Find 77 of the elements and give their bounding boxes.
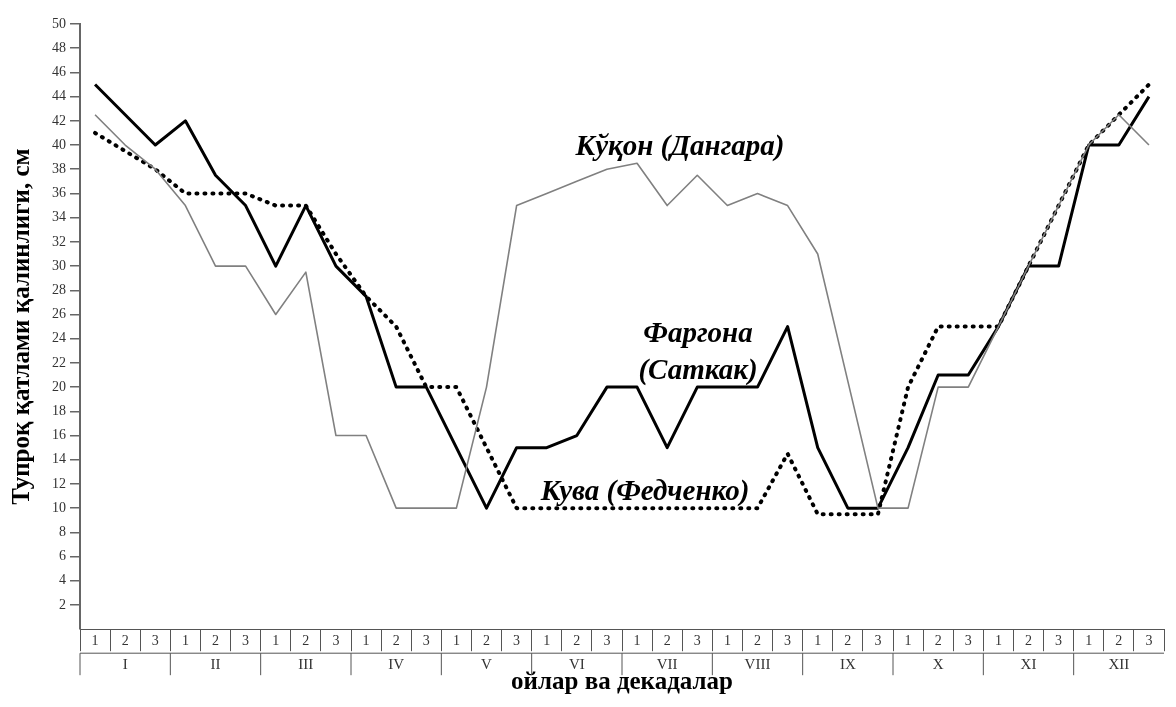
y-tick-label: 6 (59, 548, 66, 564)
x-tick-label: 1 (452, 633, 460, 649)
text: X (932, 656, 944, 673)
x-tick-label: 2 (934, 633, 942, 649)
y-axis-title: Тупроқ қатлами қалинлиги, см (7, 148, 35, 505)
text: I (122, 656, 128, 673)
y-tick-label: 28 (52, 281, 66, 297)
x-tick-label: 3 (964, 633, 972, 649)
x-tick-label: 3 (242, 633, 250, 649)
x-tick-label: 2 (754, 633, 761, 649)
text: VII (656, 656, 678, 673)
x-tick-label: 3 (603, 633, 611, 649)
x-tick-label: 3 (422, 633, 430, 649)
text: IV (388, 656, 405, 673)
y-tick-label: 50 (52, 15, 66, 31)
x-tick-label: 3 (874, 633, 882, 649)
y-tick-label: 24 (52, 330, 66, 346)
x-tick-label: 1 (543, 633, 551, 649)
x-tick-label: 1 (91, 633, 99, 649)
x-tick-label: 1 (994, 633, 1002, 649)
x-tick-label: 1 (272, 633, 280, 649)
x-tick-label: 2 (1115, 633, 1123, 649)
x-tick-label: 1 (1085, 633, 1093, 649)
x-tick-label: 2 (302, 633, 310, 649)
text: IX (839, 656, 856, 673)
y-tick-label: 26 (52, 306, 66, 322)
text: V (481, 656, 493, 673)
text: III (298, 656, 314, 673)
y-tick-label: 46 (52, 64, 66, 80)
x-tick-label: 1 (633, 633, 641, 649)
x-tick-label: 2 (392, 633, 400, 649)
x-tick-label: 2 (212, 633, 219, 649)
x-tick-label: 1 (814, 633, 822, 649)
y-tick-label: 10 (52, 499, 66, 515)
y-tick-label: 34 (52, 209, 66, 225)
y-tick-label: 20 (52, 378, 66, 394)
x-tick-label: 1 (723, 633, 731, 649)
x-tick-label: 2 (483, 633, 490, 649)
y-tick-label: 42 (52, 112, 66, 128)
y-tick-label: 44 (52, 88, 66, 104)
x-tick-label: 1 (904, 633, 912, 649)
text: VI (568, 656, 585, 673)
x-tick-label: 3 (693, 633, 701, 649)
text: XI (1020, 656, 1037, 673)
y-tick-label: 22 (52, 354, 66, 370)
x-tick-label: 1 (362, 633, 370, 649)
y-tick-label: 2 (59, 596, 66, 612)
y-tick-label: 40 (52, 136, 66, 152)
x-tick-label: 3 (513, 633, 521, 649)
x-tick-label: 1 (181, 633, 189, 649)
series-label: Фаргона (Саткак) (638, 316, 758, 387)
y-tick-label: 4 (59, 572, 66, 588)
x-tick-label: 3 (784, 633, 792, 649)
y-tick-label: 36 (52, 185, 66, 201)
y-tick-label: 8 (59, 524, 66, 540)
x-tick-label: 2 (573, 633, 581, 649)
x-tick-label: 3 (151, 633, 159, 649)
y-tick-label: 14 (52, 451, 66, 467)
series-label: Кўқон (Дангара) (574, 129, 785, 163)
x-tick-label: 2 (1025, 633, 1032, 649)
y-tick-label: 16 (52, 427, 66, 443)
x-tick-label: 2 (663, 633, 671, 649)
x-tick-label: 2 (121, 633, 129, 649)
y-tick-label: 38 (52, 160, 66, 176)
y-tick-label: 18 (52, 403, 66, 418)
y-tick-label: 48 (52, 39, 66, 55)
x-tick-label: 3 (1145, 633, 1153, 649)
y-tick-label: 30 (52, 257, 66, 273)
y-tick-label: 12 (52, 475, 66, 491)
x-tick-label: 3 (332, 633, 340, 649)
y-tick-label: 32 (52, 233, 66, 249)
text: XII (1108, 656, 1130, 673)
x-tick-label: 2 (844, 633, 852, 649)
series-label: Кува (Федченко) (539, 474, 750, 508)
x-tick-label: 3 (1055, 633, 1063, 649)
text: VIII (744, 656, 771, 673)
text: II (210, 656, 221, 673)
